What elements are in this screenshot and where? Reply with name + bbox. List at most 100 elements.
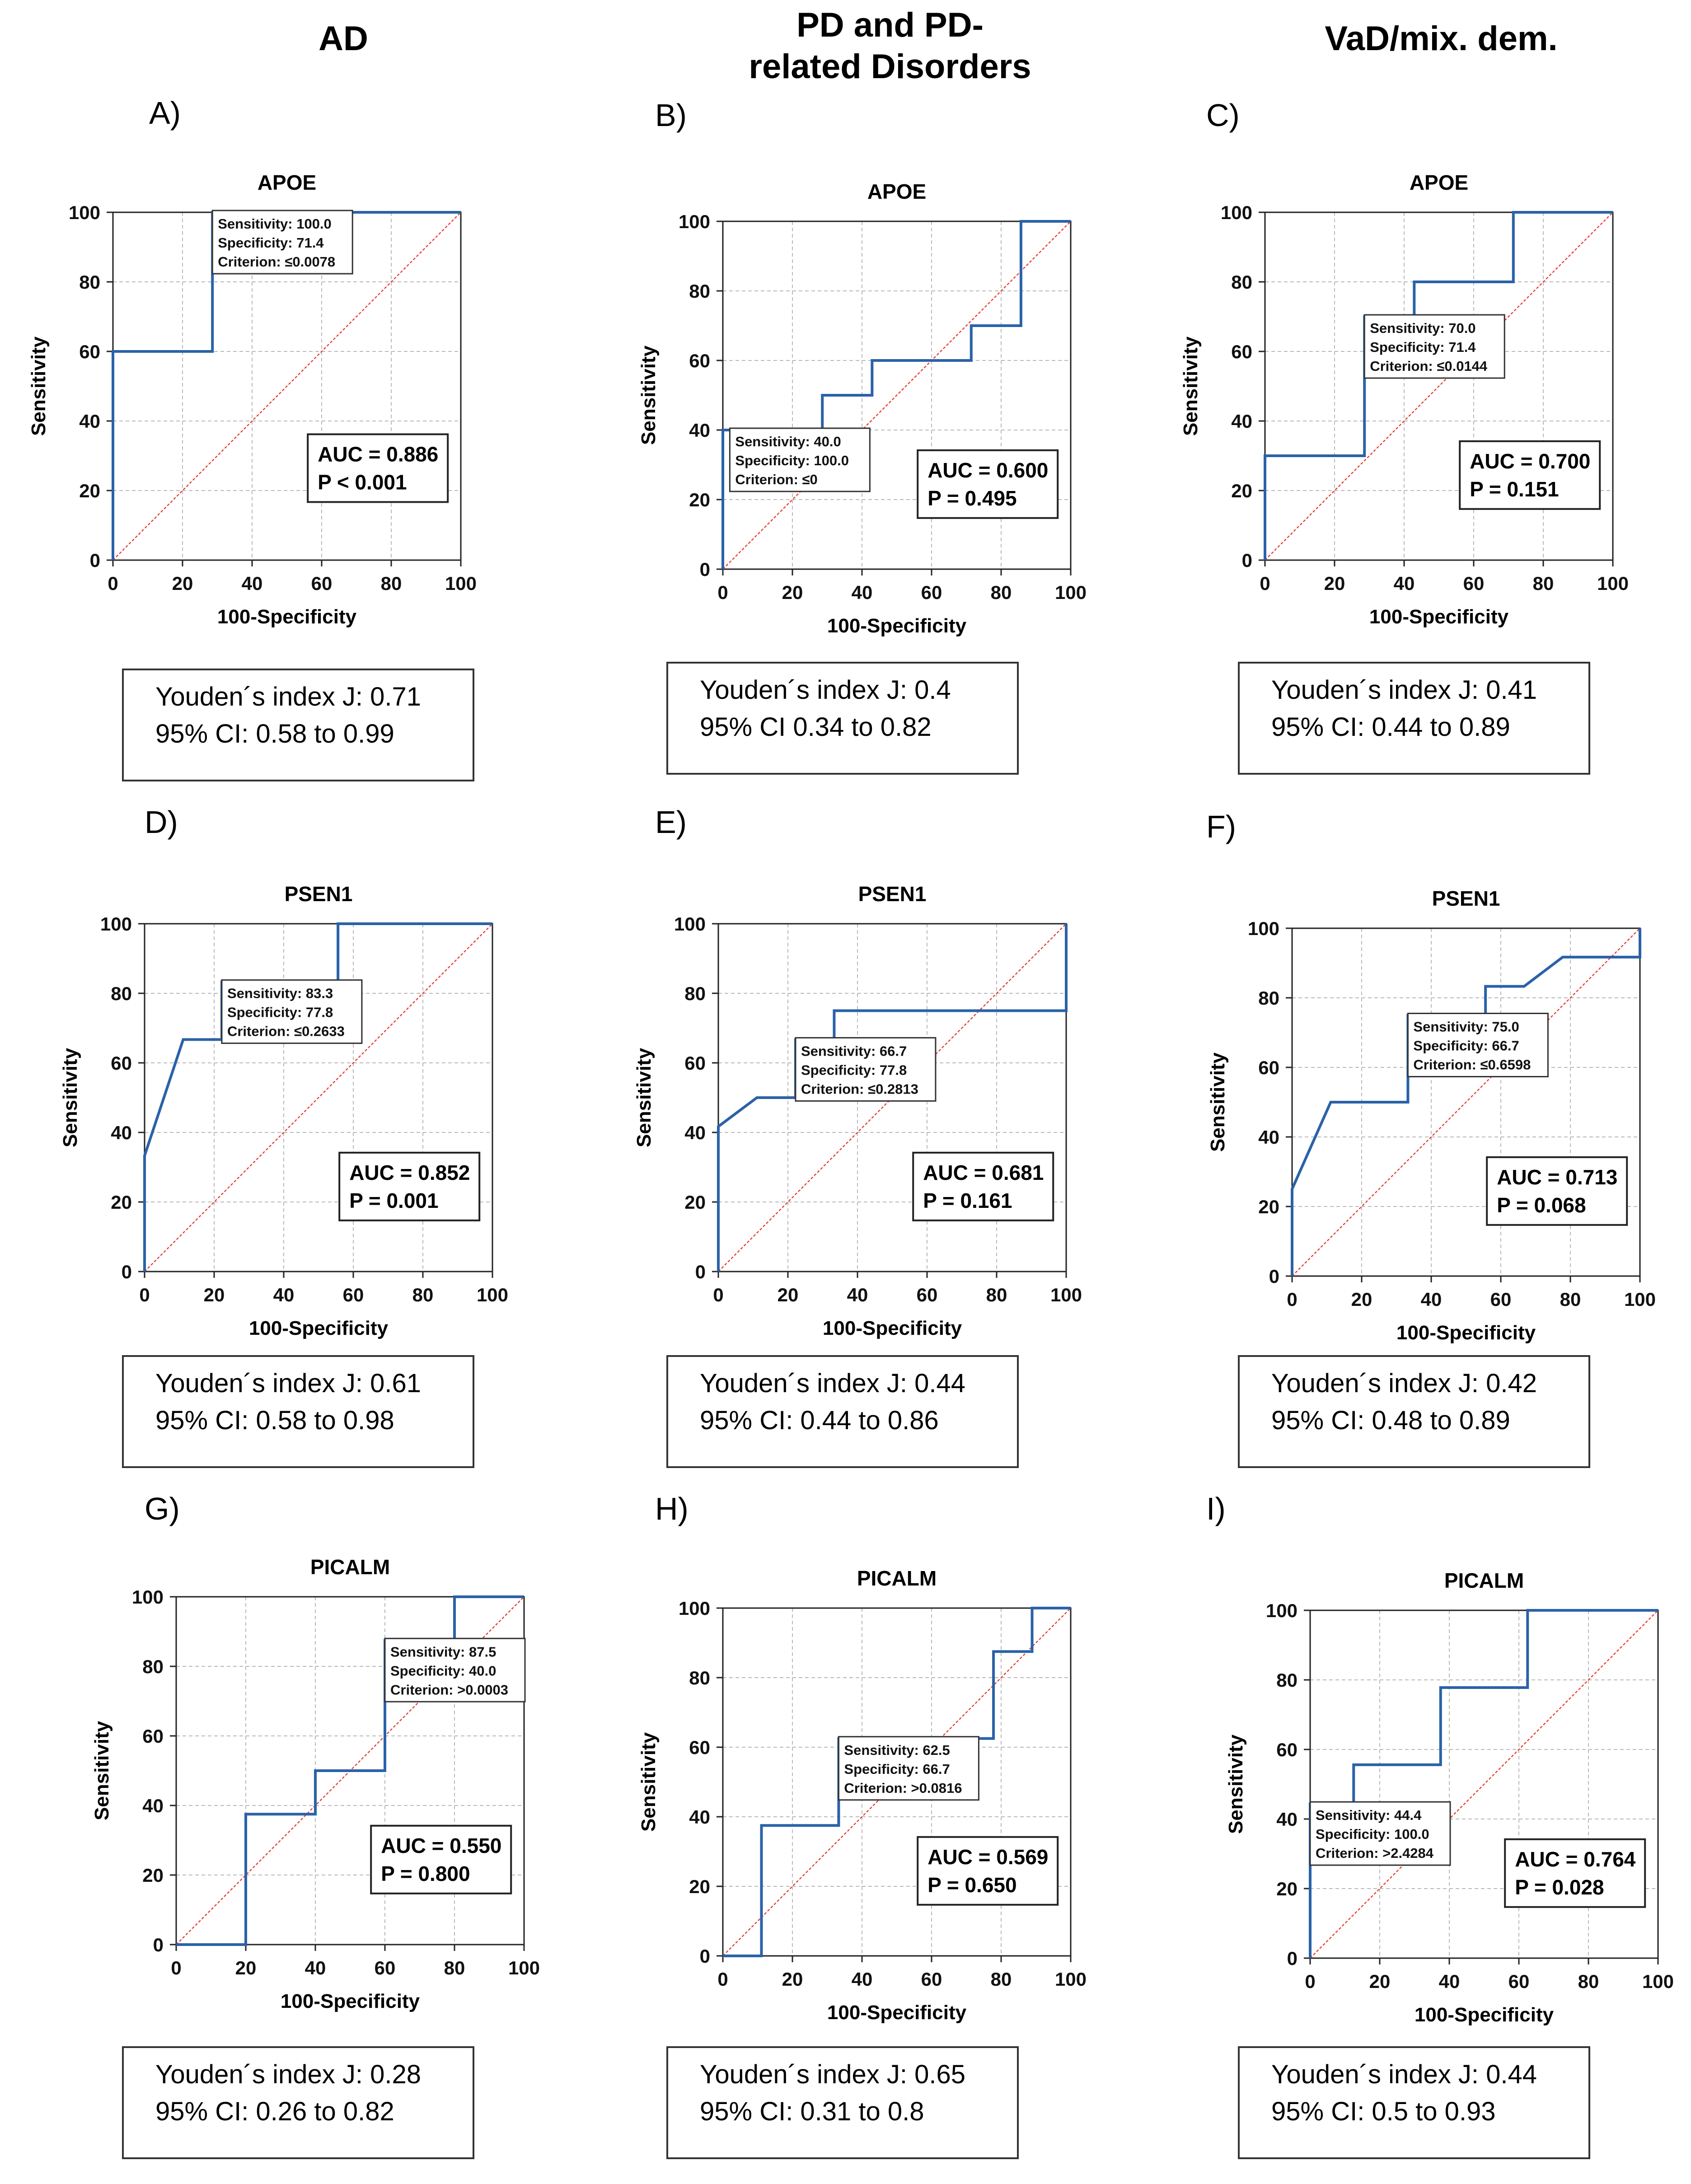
y-tick-label: 40	[1276, 1809, 1298, 1830]
auc-value: AUC = 0.569	[927, 1845, 1048, 1869]
reference-diagonal	[112, 212, 461, 561]
reference-diagonal	[1310, 1610, 1658, 1959]
youden-index: Youden´s index J: 0.4	[700, 675, 951, 705]
youden-ci: 95% CI: 0.44 to 0.86	[700, 1406, 939, 1435]
x-tick-label: 60	[343, 1284, 364, 1305]
x-tick-label: 80	[991, 1969, 1012, 1990]
callout-sensitivity: Sensitivity: 100.0	[218, 216, 332, 232]
y-tick-label: 100	[132, 1586, 164, 1608]
callout-sensitivity: Sensitivity: 83.3	[227, 986, 333, 1001]
y-tick-label: 100	[1248, 918, 1279, 939]
criterion-callout: Sensitivity: 66.7 Specificity: 77.8 Criter…	[795, 1037, 937, 1102]
callout-box	[221, 979, 363, 1044]
y-tick-label: 100	[1266, 1600, 1298, 1621]
y-axis-label: Sensitivity	[637, 345, 660, 445]
x-tick-label: 0	[1260, 573, 1270, 594]
youden-ci: 95% CI: 0.44 to 0.89	[1271, 712, 1510, 742]
callout-specificity: Specificity: 66.7	[1413, 1038, 1519, 1054]
x-tick-label: 100	[508, 1957, 540, 1978]
youden-box: Youden´s index J: 0.71 95% CI: 0.58 to 0.…	[122, 669, 474, 781]
auc-frame	[338, 1151, 481, 1221]
callout-specificity: Specificity: 77.8	[227, 1005, 333, 1020]
y-tick-label: 80	[1258, 987, 1279, 1009]
y-axis-label: Sensitivity	[1225, 1734, 1247, 1834]
youden-box: Youden´s index J: 0.41 95% CI: 0.44 to 0.…	[1238, 662, 1590, 775]
y-tick-label: 20	[689, 1876, 710, 1897]
callout-criterion: Criterion: ≤0.2813	[801, 1081, 918, 1097]
x-tick-label: 80	[412, 1284, 434, 1305]
y-tick-label: 60	[684, 1052, 706, 1074]
auc-value: AUC = 0.713	[1497, 1165, 1617, 1189]
x-tick-label: 100	[1597, 573, 1629, 594]
callout-box	[795, 1037, 937, 1102]
y-tick-label: 100	[679, 1598, 710, 1619]
y-tick-label: 60	[79, 341, 100, 362]
chart-title: PICALM	[1444, 1569, 1524, 1592]
y-tick-label: 0	[700, 1945, 710, 1967]
roc-chart-i: PICALM 0 20 40 60 80 100 0 20 40 60 80 100 100-Specif…	[1225, 1569, 1674, 2026]
plot-frame	[722, 1607, 1072, 1957]
plot-frame	[1291, 927, 1641, 1277]
criterion-callout: Sensitivity: 83.3 Specificity: 77.8 Criter…	[221, 979, 363, 1044]
x-tick-label: 100	[1642, 1971, 1674, 1992]
auc-value: AUC = 0.764	[1515, 1847, 1636, 1871]
column-title-ad: AD	[319, 19, 368, 58]
x-tick-label: 20	[778, 1284, 799, 1305]
y-tick-label: 20	[684, 1192, 706, 1213]
y-axis-label: Sensitivity	[59, 1048, 81, 1147]
y-tick-label: 60	[1276, 1739, 1298, 1760]
p-value: P = 0.800	[381, 1862, 470, 1885]
y-tick-label: 100	[1221, 202, 1252, 223]
y-tick-label: 60	[111, 1052, 132, 1074]
criterion-callout: Sensitivity: 40.0 Specificity: 100.0 Crite…	[729, 427, 871, 492]
roc-chart-a: APOE 0 20 40 60 80 100 0 20 40 60 80 100 100-Specific…	[28, 171, 477, 628]
callout-box	[384, 1637, 526, 1702]
x-tick-label: 80	[381, 573, 402, 594]
chart-title: PSEN1	[1432, 887, 1500, 910]
x-tick-label: 20	[782, 582, 803, 603]
x-tick-label: 80	[1560, 1289, 1581, 1310]
roc-chart-h: PICALM 0 20 40 60 80 100 0 20 40 60 80 100 100-Specif…	[637, 1567, 1087, 2024]
y-tick-label: 80	[79, 271, 100, 293]
y-tick-label: 100	[679, 211, 710, 232]
auc-frame	[307, 433, 449, 503]
panel-letter: E)	[655, 804, 687, 840]
youden-index: Youden´s index J: 0.44	[1271, 2060, 1537, 2089]
x-tick-label: 0	[717, 1969, 728, 1990]
x-tick-label: 80	[986, 1284, 1007, 1305]
youden-ci: 95% CI: 0.31 to 0.8	[700, 2097, 924, 2126]
auc-frame	[1504, 1838, 1646, 1908]
plot-frame	[722, 220, 1072, 570]
youden-index: Youden´s index J: 0.61	[155, 1369, 421, 1398]
callout-box	[1363, 314, 1505, 379]
youden-index: Youden´s index J: 0.42	[1271, 1369, 1537, 1398]
p-value: P = 0.650	[927, 1873, 1016, 1897]
auc-box: AUC = 0.550 P = 0.800	[370, 1824, 512, 1894]
x-tick-label: 20	[172, 573, 193, 594]
x-tick-label: 80	[444, 1957, 465, 1978]
reference-diagonal	[722, 221, 1071, 570]
callout-box	[729, 427, 871, 492]
reference-diagonal	[1265, 212, 1613, 561]
youden-ci: 95% CI 0.34 to 0.82	[700, 712, 932, 742]
callout-criterion: Criterion: >2.4284	[1316, 1845, 1434, 1861]
x-tick-label: 100	[1055, 582, 1087, 603]
y-tick-label: 80	[689, 1667, 710, 1688]
youden-index: Youden´s index J: 0.28	[155, 2060, 421, 2089]
y-tick-label: 20	[142, 1865, 164, 1886]
y-tick-label: 100	[69, 202, 100, 223]
auc-frame	[917, 1836, 1059, 1906]
x-tick-label: 80	[1533, 573, 1554, 594]
criterion-callout: Sensitivity: 62.5 Specificity: 66.7 Criter…	[838, 1736, 979, 1801]
y-tick-label: 0	[90, 550, 100, 571]
y-tick-label: 60	[1231, 341, 1252, 362]
auc-box: AUC = 0.764 P = 0.028	[1504, 1838, 1646, 1908]
y-tick-label: 0	[1287, 1948, 1298, 1969]
callout-specificity: Specificity: 66.7	[844, 1761, 950, 1777]
x-tick-label: 100	[1055, 1969, 1087, 1990]
y-tick-label: 20	[1276, 1878, 1298, 1899]
youden-ci: 95% CI: 0.5 to 0.93	[1271, 2097, 1496, 2126]
p-value: P = 0.161	[923, 1189, 1012, 1212]
x-tick-label: 0	[717, 582, 728, 603]
